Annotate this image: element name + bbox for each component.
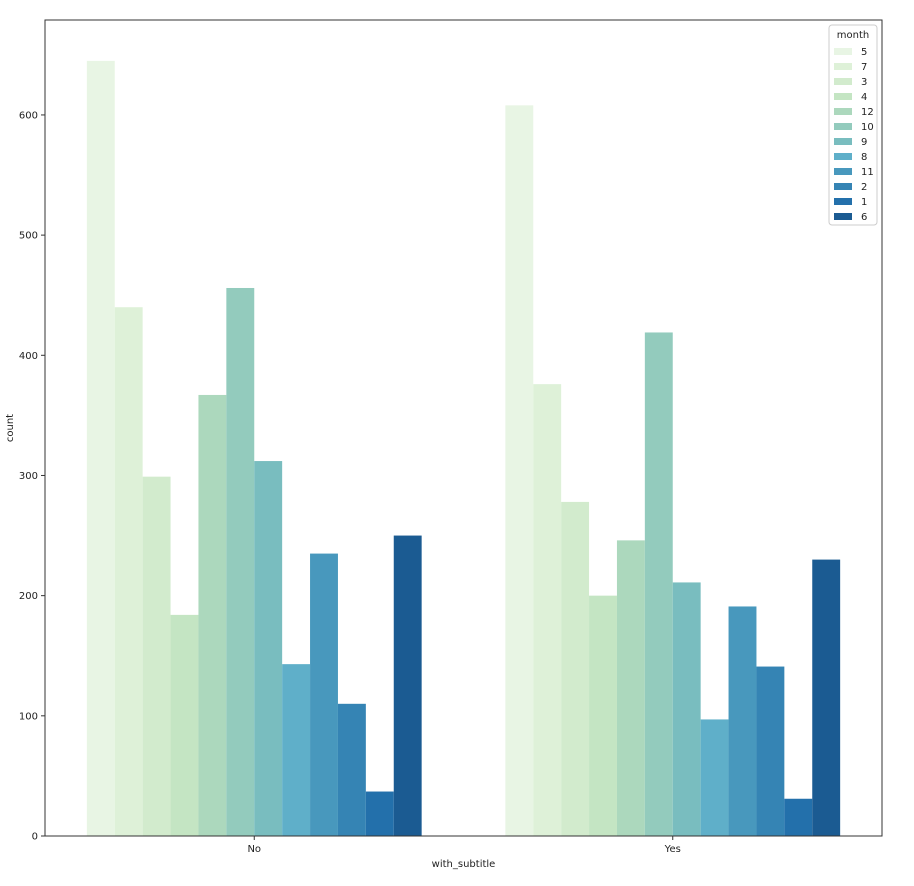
bar-month-8-no xyxy=(282,664,311,836)
legend-label: 8 xyxy=(861,152,867,163)
legend-swatch xyxy=(834,138,852,145)
legend-label: 11 xyxy=(861,167,874,178)
y-axis: 0 100 200 300 400 500 600 xyxy=(19,110,45,843)
bar-month-3-no xyxy=(142,476,171,836)
bar-month-7-yes xyxy=(533,384,562,836)
x-axis: No Yes xyxy=(247,836,681,855)
legend-label: 9 xyxy=(861,137,867,148)
bar-month-5-yes xyxy=(505,105,534,836)
bar-month-4-yes xyxy=(589,595,617,836)
bar-month-2-yes xyxy=(756,666,785,836)
legend-label: 5 xyxy=(861,47,867,58)
bar-month-7-no xyxy=(114,307,143,837)
bar-month-6-no xyxy=(393,535,422,836)
legend-swatch xyxy=(834,198,852,205)
legend-swatch xyxy=(834,78,852,85)
bar-month-11-yes xyxy=(728,606,757,836)
legend-swatch xyxy=(834,168,852,175)
bar-month-11-no xyxy=(310,553,338,836)
legend-swatch xyxy=(834,108,852,115)
legend-swatch xyxy=(834,183,852,190)
legend-label: 4 xyxy=(861,92,867,103)
legend-label: 6 xyxy=(861,212,867,223)
bar-month-12-yes xyxy=(616,540,645,836)
bar-month-1-yes xyxy=(784,798,813,836)
legend: month 5 7 3 4 12 10 9 8 11 2 1 6 xyxy=(828,24,878,226)
legend-swatch xyxy=(834,153,852,160)
y-tick-label: 600 xyxy=(19,110,38,121)
legend-swatch xyxy=(834,63,852,70)
bar-month-9-no xyxy=(254,461,283,836)
legend-label: 3 xyxy=(861,77,867,88)
legend-swatch xyxy=(834,123,852,130)
legend-swatch xyxy=(834,213,852,220)
x-tick-label: No xyxy=(247,844,261,855)
legend-title: month xyxy=(837,30,869,41)
y-tick-label: 400 xyxy=(19,351,38,362)
bar-month-4-no xyxy=(170,614,199,836)
bar-month-5-no xyxy=(86,60,115,837)
bar-month-2-no xyxy=(337,703,366,836)
x-tick-label: Yes xyxy=(664,844,681,855)
legend-swatch xyxy=(834,48,852,55)
bar-month-3-yes xyxy=(561,501,590,836)
bar-month-6-yes xyxy=(812,559,841,836)
legend-label: 2 xyxy=(861,182,867,193)
y-tick-label: 500 xyxy=(19,231,38,242)
bar-month-8-yes xyxy=(700,719,729,836)
y-tick-label: 200 xyxy=(19,591,38,602)
bar-month-10-yes xyxy=(644,332,673,836)
legend-label: 7 xyxy=(861,62,867,73)
bar-month-1-no xyxy=(365,791,394,836)
x-axis-label: with_subtitle xyxy=(432,859,496,870)
y-tick-label: 300 xyxy=(19,471,38,482)
bar-month-10-no xyxy=(226,287,255,836)
legend-label: 12 xyxy=(861,107,874,118)
legend-label: 10 xyxy=(861,122,874,133)
plot-frame xyxy=(44,19,883,837)
legend-swatch xyxy=(834,93,852,100)
y-tick-label: 100 xyxy=(19,711,38,722)
legend-label: 1 xyxy=(861,197,867,208)
y-axis-label: count xyxy=(5,414,16,442)
y-tick-label: 0 xyxy=(32,832,38,843)
bars-layer xyxy=(86,60,841,837)
bar-month-12-no xyxy=(198,394,227,836)
bar-month-9-yes xyxy=(672,582,701,836)
